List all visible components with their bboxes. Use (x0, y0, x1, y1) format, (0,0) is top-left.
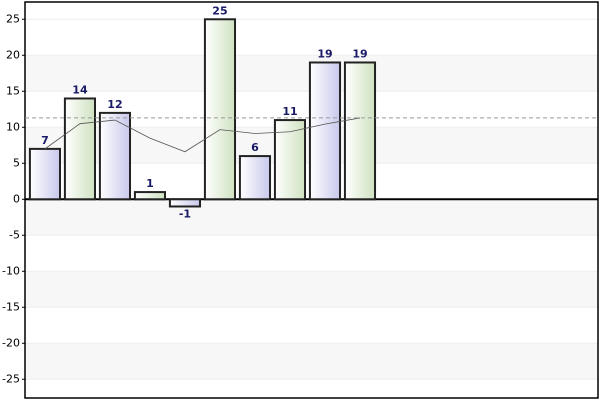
bar (273, 119, 307, 201)
y-tick-label: -15 (2, 300, 20, 313)
grid-band (25, 271, 598, 308)
value-label: 1 (146, 177, 154, 190)
y-tick-label: 15 (6, 84, 20, 97)
bar (203, 18, 237, 201)
bar (133, 191, 167, 201)
y-tick-label: 20 (6, 48, 20, 61)
bar (98, 111, 132, 201)
plot-frame (24, 1, 599, 399)
grid-band (25, 343, 598, 380)
line (44, 117, 361, 153)
y-tick-label: 25 (6, 12, 20, 25)
y-tick-label: -10 (2, 264, 20, 277)
value-label: 19 (317, 47, 332, 60)
value-label: 19 (352, 47, 367, 60)
bar (238, 155, 272, 201)
bar (28, 147, 62, 201)
value-label: -1 (179, 207, 191, 220)
value-label: 6 (251, 141, 259, 154)
bar (343, 61, 377, 201)
value-label: 7 (41, 134, 49, 147)
y-tick-label: -25 (2, 372, 20, 385)
grid-band (25, 199, 598, 236)
bar (308, 61, 342, 201)
value-label: 12 (107, 98, 122, 111)
bar (168, 198, 202, 208)
y-tick-label: -5 (9, 228, 20, 241)
bar (63, 97, 97, 201)
y-tick-label: 10 (6, 120, 20, 133)
y-tick-label: 5 (13, 156, 20, 169)
y-tick-label: 0 (13, 192, 20, 205)
value-label: 11 (282, 105, 297, 118)
y-tick-label: -20 (2, 336, 20, 349)
value-label: 25 (212, 4, 227, 17)
value-label: 14 (72, 83, 88, 96)
